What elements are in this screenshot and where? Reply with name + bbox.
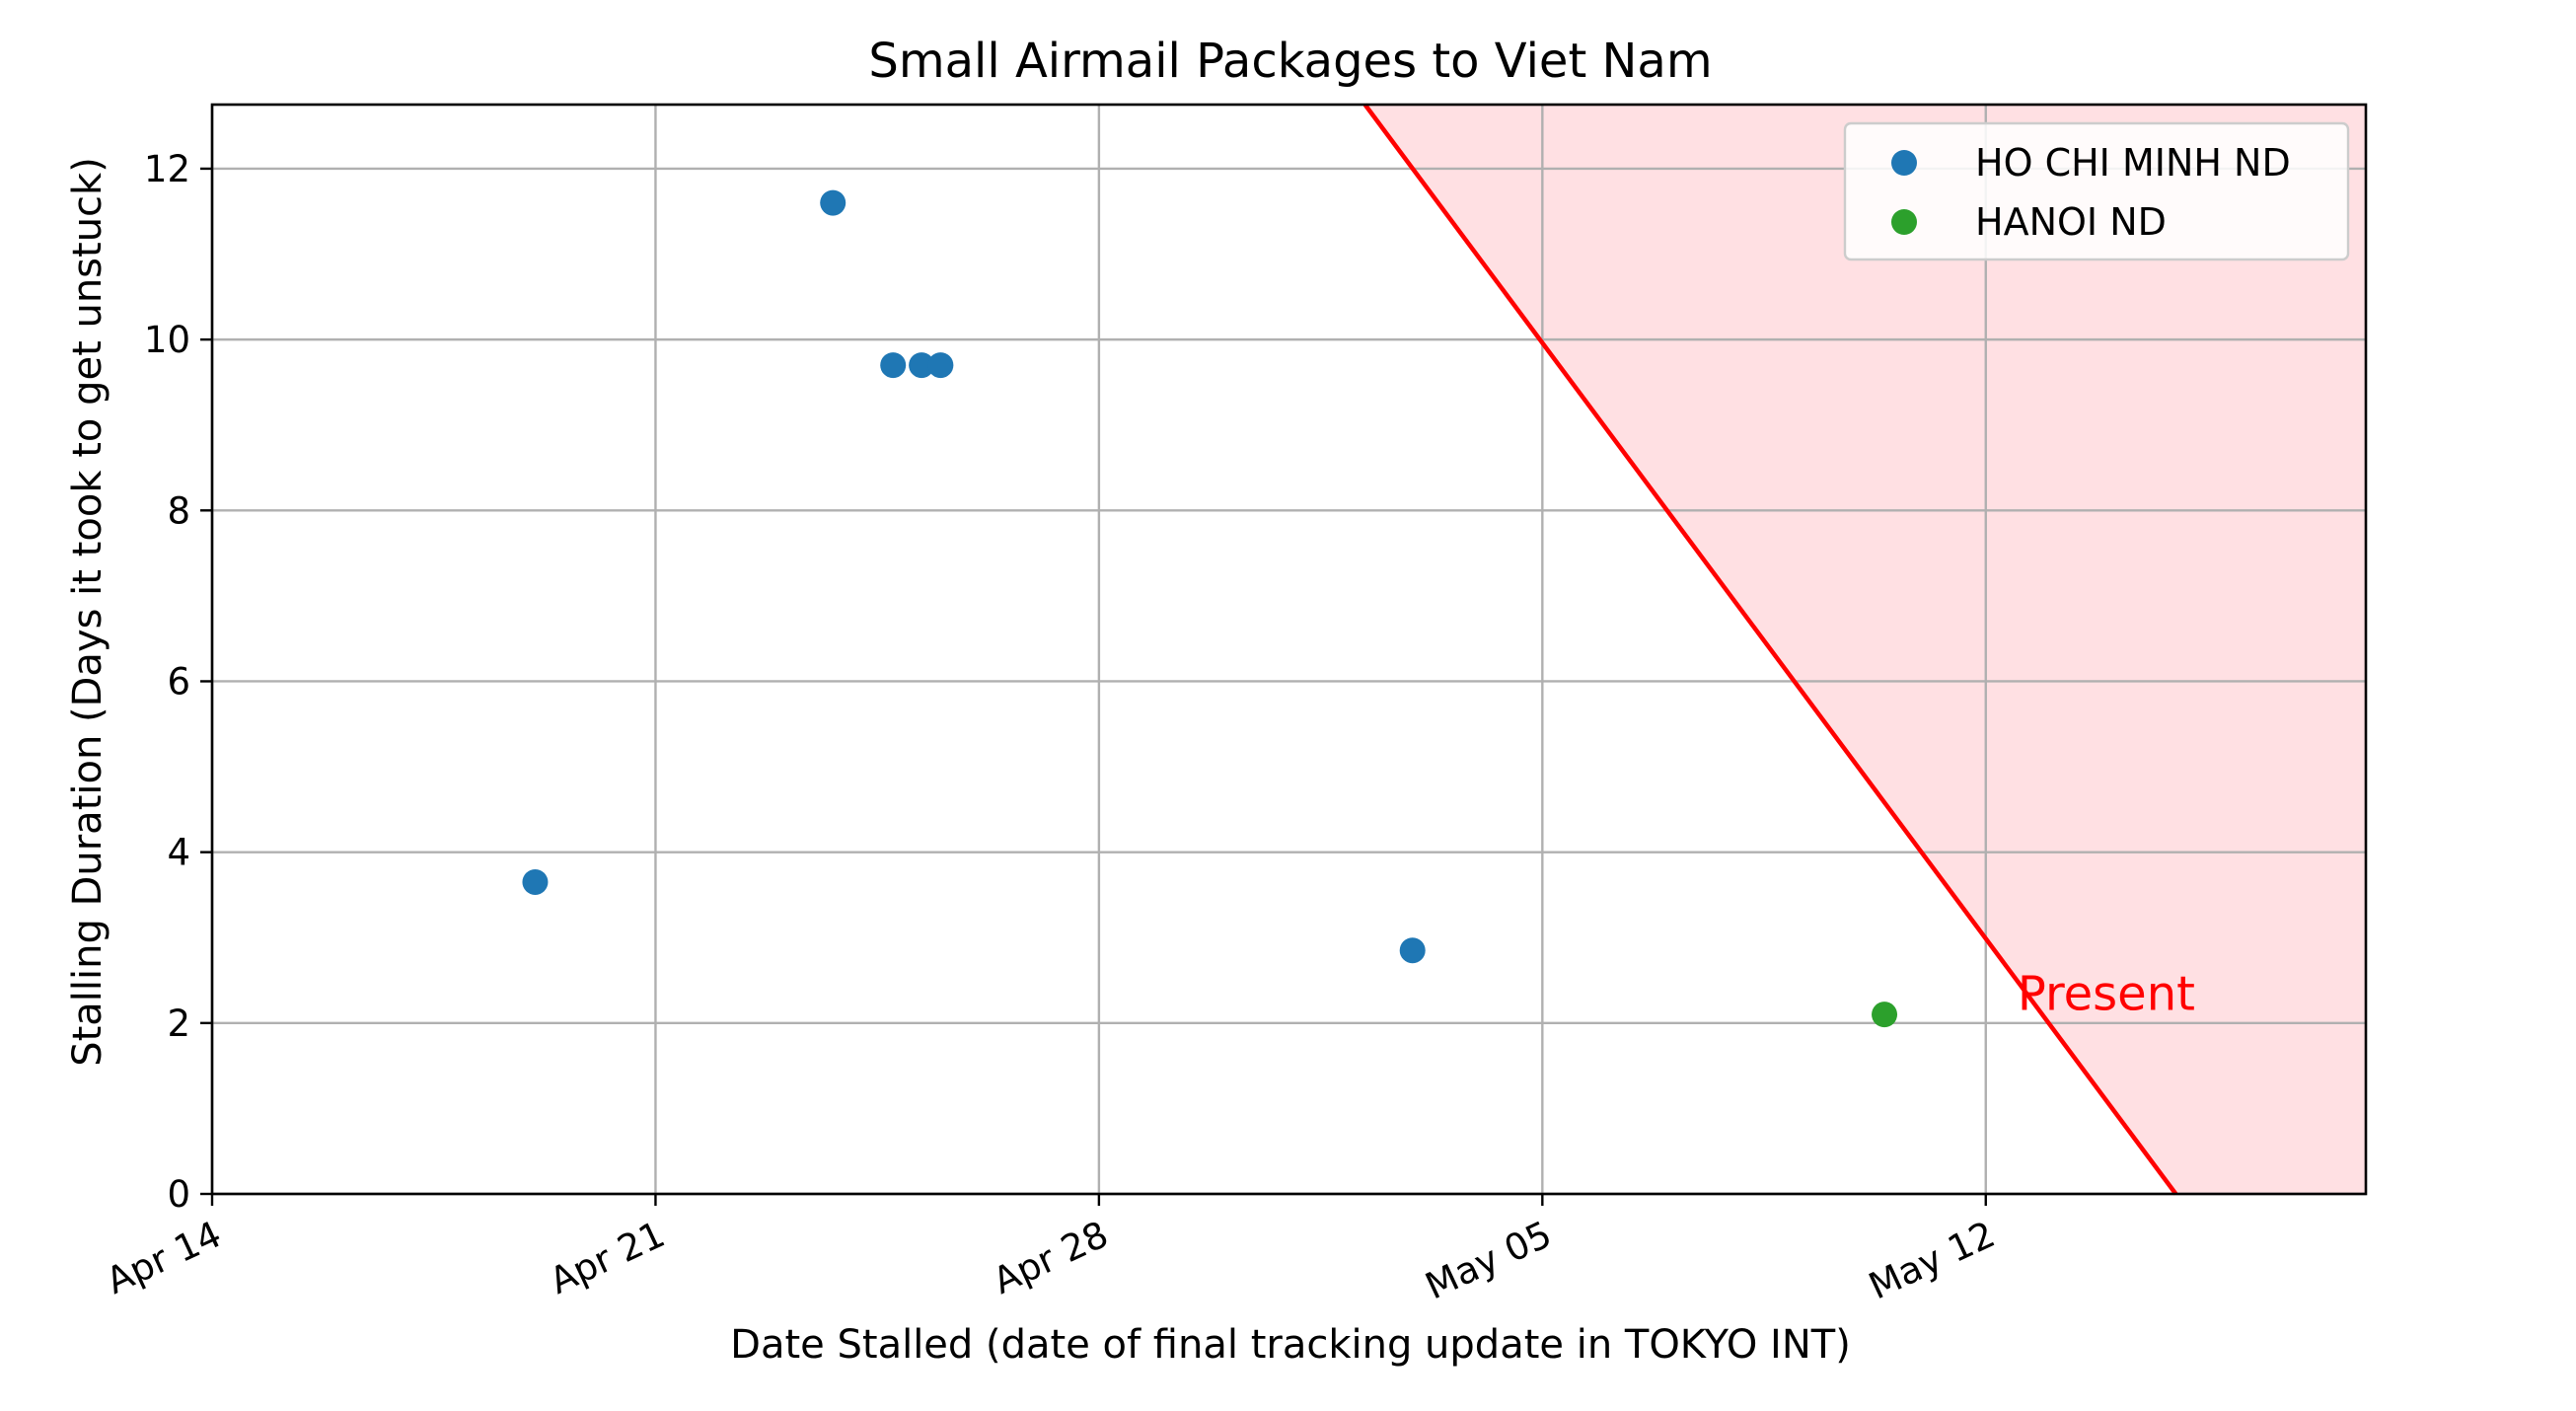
data-point-ho-chi-minh-nd bbox=[909, 352, 935, 379]
data-point-hanoi-nd bbox=[1872, 1002, 1898, 1028]
data-point-ho-chi-minh-nd bbox=[820, 189, 846, 216]
legend-label: HO CHI MINH ND bbox=[1975, 141, 2291, 185]
data-point-ho-chi-minh-nd bbox=[1399, 937, 1426, 964]
data-point-ho-chi-minh-nd bbox=[880, 352, 907, 379]
data-point-ho-chi-minh-nd bbox=[522, 868, 549, 895]
legend-label: HANOI ND bbox=[1975, 200, 2167, 244]
present-annotation: Present bbox=[2018, 967, 2195, 1022]
y-tick-label: 4 bbox=[167, 832, 190, 874]
y-tick-label: 12 bbox=[144, 148, 190, 190]
y-tick-label: 2 bbox=[167, 1003, 190, 1045]
legend-marker bbox=[1891, 209, 1917, 235]
legend-box bbox=[1843, 121, 2350, 261]
y-tick-label: 8 bbox=[167, 489, 190, 532]
plot-frame bbox=[210, 103, 2368, 1196]
legend: HO CHI MINH ND HANOI ND bbox=[1843, 121, 2350, 261]
chart-title: Small Airmail Packages to Viet Nam bbox=[868, 34, 1712, 89]
x-axis-label: Date Stalled (date of final tracking upd… bbox=[730, 1322, 1851, 1368]
y-tick-label: 0 bbox=[167, 1173, 190, 1216]
present-line bbox=[1362, 103, 2178, 1196]
y-tick-label: 6 bbox=[167, 660, 190, 703]
legend-marker bbox=[1891, 150, 1917, 176]
y-tick-label: 10 bbox=[144, 319, 190, 361]
y-axis-label: Stalling Duration (Days it took to get u… bbox=[65, 157, 110, 1067]
data-point-ho-chi-minh-nd bbox=[927, 352, 954, 379]
present-region bbox=[1364, 105, 2366, 1194]
